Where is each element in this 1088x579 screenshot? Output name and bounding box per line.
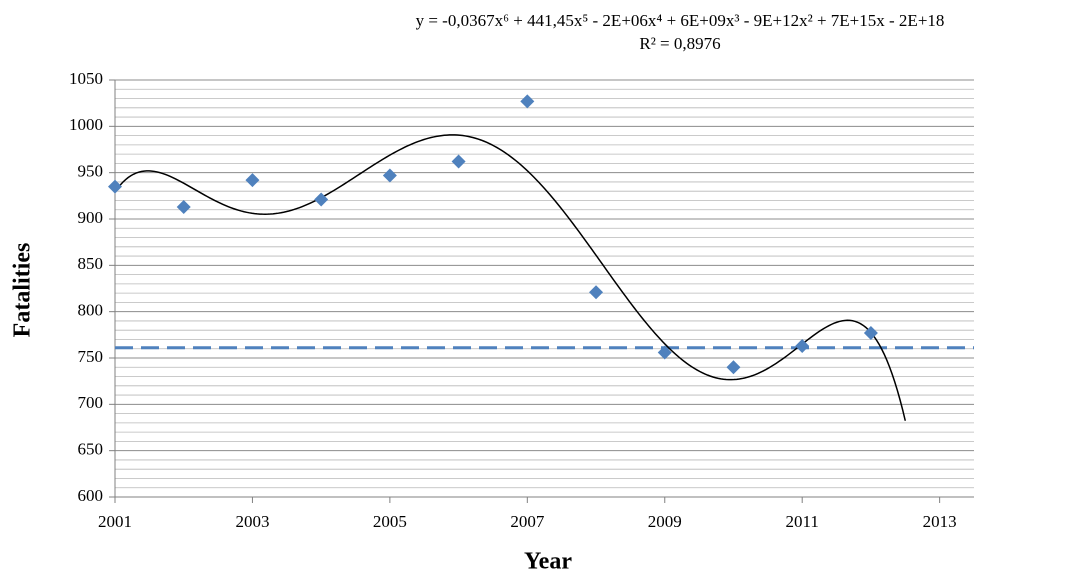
- x-tick-label: 2005: [373, 512, 407, 531]
- data-point: [589, 285, 604, 300]
- y-tick-label: 1000: [69, 115, 103, 134]
- y-tick-label: 650: [78, 440, 104, 459]
- y-tick-label: 1050: [69, 69, 103, 88]
- x-tick-label: 2011: [786, 512, 819, 531]
- x-tick-label: 2009: [648, 512, 682, 531]
- data-point: [108, 179, 122, 194]
- y-tick-label: 600: [78, 486, 104, 505]
- y-tick-label: 900: [78, 208, 104, 227]
- data-point: [382, 168, 397, 183]
- x-axis-label: Year: [524, 549, 572, 575]
- data-point: [657, 345, 672, 360]
- data-point: [245, 173, 260, 188]
- y-tick-label: 750: [78, 347, 104, 366]
- data-point: [726, 360, 741, 375]
- trend-equation: y = -0,0367x⁶ + 441,45x⁵ - 2E+06x⁴ + 6E+…: [416, 11, 945, 30]
- data-point: [795, 338, 810, 353]
- x-tick-label: 2001: [98, 512, 132, 531]
- x-tick-label: 2007: [510, 512, 545, 531]
- data-point: [520, 94, 535, 109]
- data-point: [314, 192, 329, 207]
- y-tick-label: 850: [78, 254, 104, 273]
- data-point: [863, 325, 878, 340]
- y-tick-label: 950: [78, 162, 104, 181]
- data-point: [176, 199, 191, 214]
- y-tick-label: 700: [78, 393, 104, 412]
- trend-r-squared: R² = 0,8976: [639, 34, 720, 53]
- x-tick-label: 2013: [923, 512, 957, 531]
- x-tick-label: 2003: [235, 512, 269, 531]
- y-axis-label: Fatalities: [10, 243, 36, 338]
- y-tick-label: 800: [78, 301, 104, 320]
- trendline: [114, 134, 907, 421]
- data-point: [451, 154, 466, 169]
